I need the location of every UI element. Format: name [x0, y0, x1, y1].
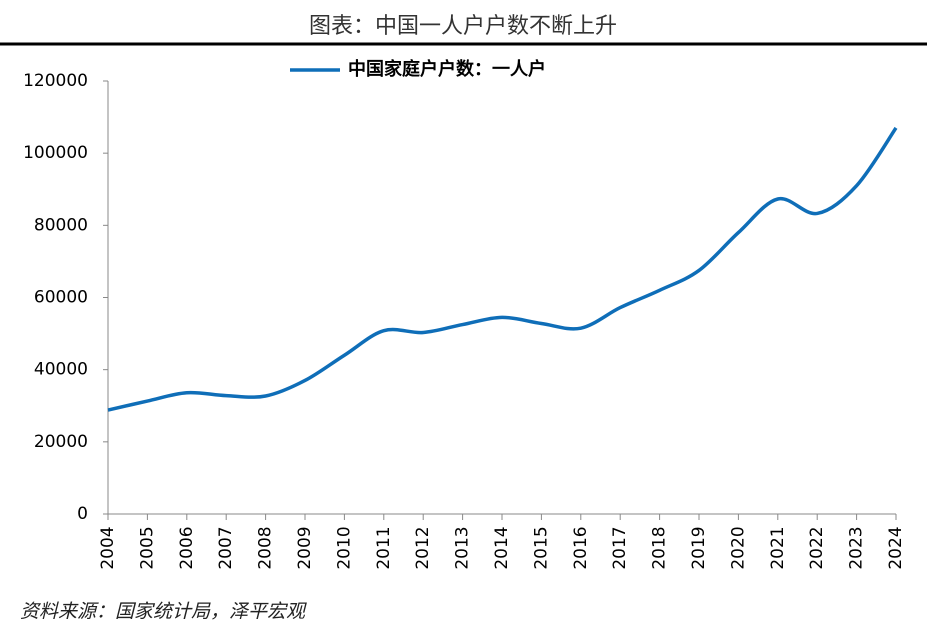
x-tick-label: 2008	[256, 526, 276, 569]
x-tick-label: 2010	[334, 526, 354, 569]
x-tick-label: 2004	[98, 526, 118, 569]
x-tick-label: 2012	[413, 526, 433, 569]
chart-title: 图表：中国一人户户数不断上升	[309, 14, 617, 39]
x-tick-label: 2019	[689, 526, 709, 569]
y-tick-label: 20000	[34, 432, 88, 452]
y-tick-label: 120000	[23, 71, 88, 91]
y-tick-label: 100000	[23, 143, 88, 163]
x-tick-label: 2021	[768, 526, 788, 569]
x-tick-label: 2009	[295, 526, 315, 569]
x-tick-label: 2006	[177, 526, 197, 569]
x-tick-label: 2022	[807, 526, 827, 569]
x-tick-label: 2018	[650, 526, 670, 569]
x-tick-label: 2014	[492, 526, 512, 569]
x-tick-label: 2013	[453, 526, 473, 569]
x-tick-label: 2017	[610, 526, 630, 569]
source-note: 资料来源：国家统计局，泽平宏观	[20, 601, 307, 623]
legend-label: 中国家庭户户数：一人户	[348, 58, 546, 80]
x-tick-label: 2007	[216, 526, 236, 569]
y-tick-label: 80000	[34, 215, 88, 235]
y-tick-label: 60000	[34, 288, 88, 308]
x-tick-label: 2023	[847, 526, 867, 569]
x-tick-label: 2015	[531, 526, 551, 569]
x-tick-label: 2005	[137, 526, 157, 569]
x-tick-label: 2020	[728, 526, 748, 569]
x-tick-label: 2011	[374, 526, 394, 569]
x-tick-label: 2024	[886, 526, 906, 569]
data-line	[107, 126, 898, 412]
y-tick-label: 40000	[34, 360, 88, 380]
y-tick-label: 0	[77, 504, 88, 524]
x-tick-label: 2016	[571, 526, 591, 569]
